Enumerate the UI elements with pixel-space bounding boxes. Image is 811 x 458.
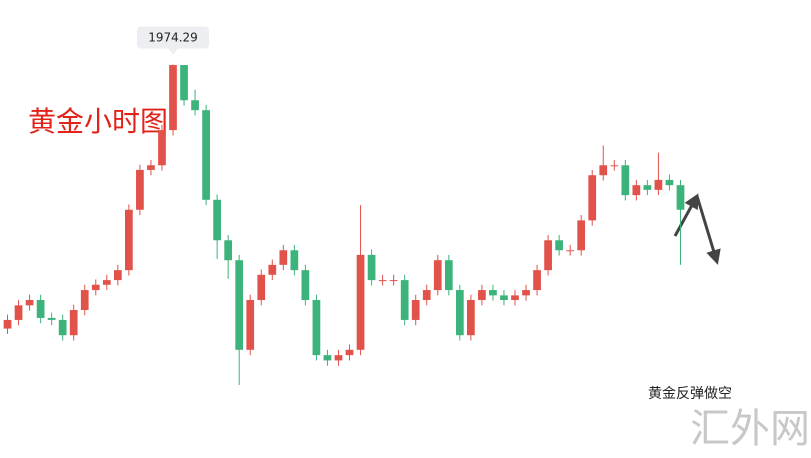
candle-body (58, 319, 67, 336)
candle-body (69, 309, 78, 336)
candle-body (169, 65, 177, 131)
candle-body (378, 280, 387, 282)
candle-body (279, 250, 288, 265)
candle-body (433, 260, 442, 291)
chart-title: 黄金小时图 (28, 105, 168, 138)
candle-body (14, 305, 23, 320)
candle-body (533, 270, 541, 291)
candle-body (202, 110, 210, 200)
candle-body (147, 165, 155, 170)
candle-body (621, 165, 630, 196)
candle-body (555, 240, 563, 251)
candle-body (544, 240, 552, 271)
candle-body (400, 280, 409, 320)
candle-body (246, 300, 255, 350)
candle-body (489, 290, 497, 296)
candle-body (511, 295, 519, 301)
peak-label-pointer (168, 48, 178, 55)
candle-body (323, 355, 332, 361)
candle-body (91, 284, 100, 291)
candle-body (444, 260, 453, 291)
candle-body (257, 274, 266, 301)
candle-body (235, 260, 244, 350)
candle-body (80, 290, 89, 310)
candle-body (577, 220, 586, 251)
candle-body (522, 290, 530, 296)
candle-body (191, 100, 199, 111)
candle-body (455, 290, 464, 336)
candle-body (643, 185, 652, 190)
candle-body (125, 209, 133, 271)
candle-body (676, 185, 685, 210)
candle-body (113, 270, 122, 281)
candle-body (312, 300, 321, 356)
candle-body (588, 175, 597, 221)
candle-body (654, 179, 663, 190)
candle-body (36, 300, 45, 318)
candle-body (334, 355, 343, 361)
candle-body (478, 290, 486, 301)
candle-body (102, 280, 111, 285)
candle-body (500, 295, 508, 301)
candle-body (47, 317, 56, 320)
candle-body (158, 130, 166, 166)
peak-label-box (137, 26, 209, 49)
candle-body (345, 349, 354, 356)
arrow-up (673, 193, 699, 237)
candle-body (632, 185, 641, 196)
candle-body (411, 300, 420, 320)
peak-label: 1974.29 (148, 30, 198, 44)
annotation: 黄金反弹做空 (648, 385, 732, 402)
arrow-down (695, 195, 721, 265)
candle-body (467, 300, 475, 336)
candle-body (136, 169, 144, 210)
candle-body (610, 165, 619, 167)
candle-body (290, 250, 299, 271)
candle-body (268, 264, 277, 275)
candle-body (599, 165, 608, 176)
candle-body (566, 250, 575, 252)
candle-body (301, 270, 310, 301)
candle-body (367, 254, 376, 281)
candle-body (180, 65, 188, 101)
candle-body (665, 179, 674, 186)
candle-body (3, 319, 12, 329)
candle-body (389, 280, 398, 282)
candle-body (224, 240, 233, 261)
candle-body (25, 300, 34, 306)
watermark: 汇外网 (690, 406, 810, 452)
candle-body (422, 290, 431, 301)
candle-body (213, 199, 221, 241)
candle-body (356, 254, 365, 350)
